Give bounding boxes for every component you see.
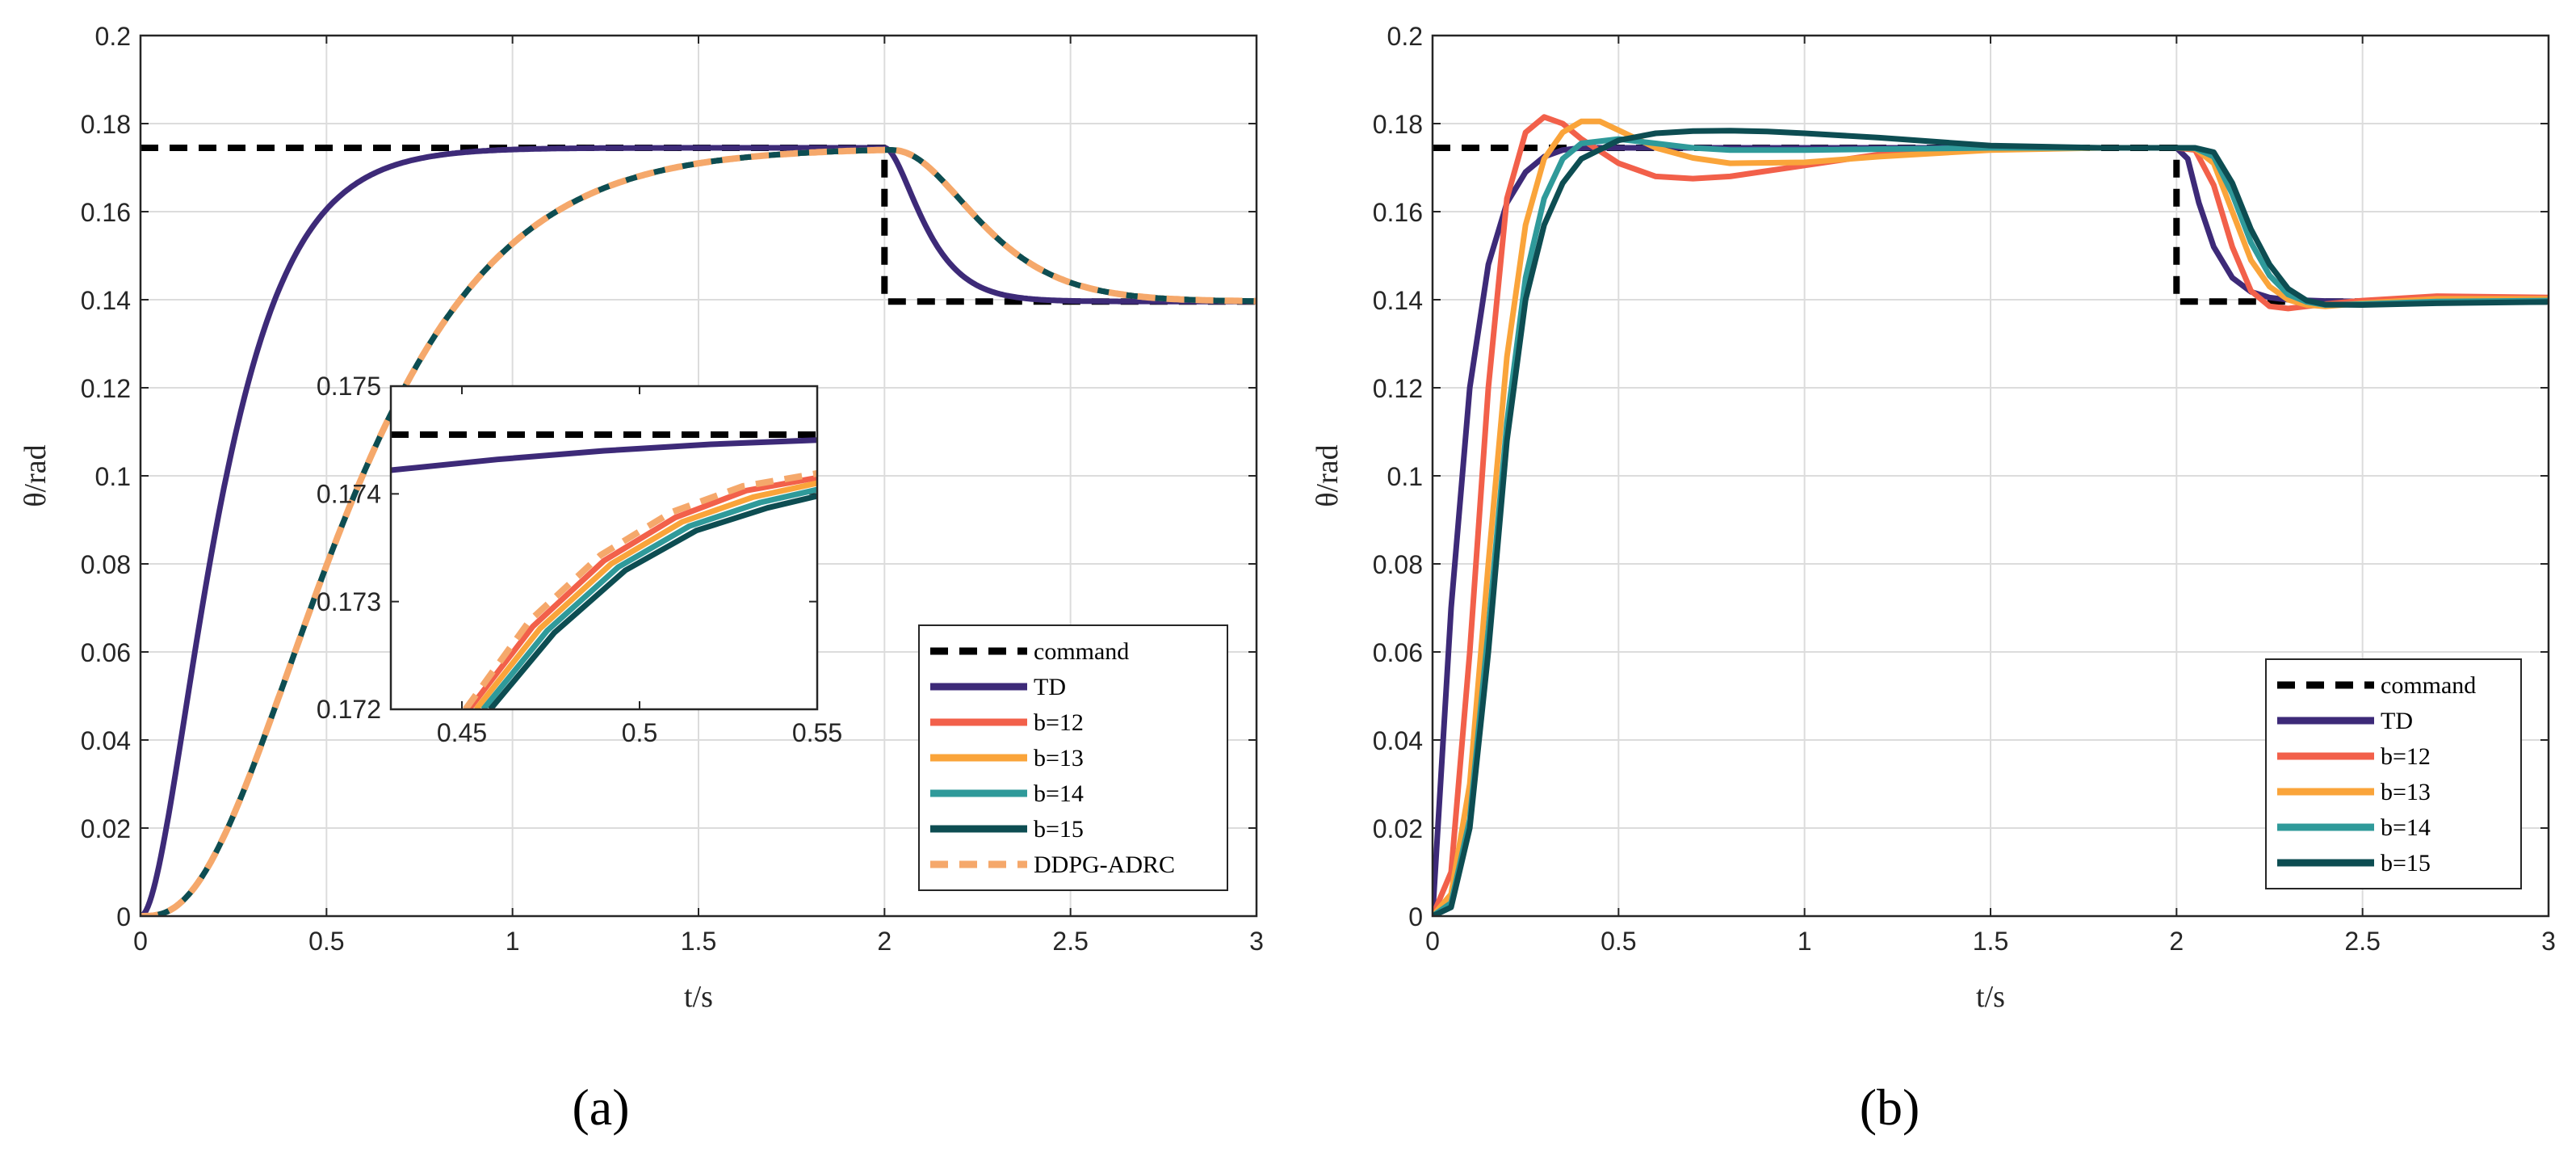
- a-series-td: [141, 145, 1257, 916]
- a-inset-series-td: [391, 437, 817, 473]
- b-x-tick-label: 0.5: [1601, 927, 1636, 956]
- a-legend-label-b-15: b=15: [1034, 816, 1084, 843]
- a-y-tick-label: 0.06: [81, 638, 131, 667]
- b-x-tick-label: 1: [1798, 927, 1812, 956]
- a-y-axis-label: θ/rad: [19, 444, 52, 507]
- a-legend-label-ddpg-adrc: DDPG-ADRC: [1034, 851, 1175, 878]
- a-inset-x-tick-label: 0.55: [792, 718, 842, 747]
- b-y-tick-label: 0.12: [1373, 374, 1423, 403]
- b-x-tick-label: 2.5: [2344, 927, 2380, 956]
- b-x-tick-label: 0: [1425, 927, 1440, 956]
- b-series-group: [1433, 114, 2549, 916]
- panel-label-a: (a): [572, 1078, 629, 1136]
- panel-label-b: (b): [1860, 1078, 1920, 1136]
- a-x-tick-label: 0: [133, 927, 148, 956]
- b-y-axis-label: θ/rad: [1311, 444, 1345, 507]
- a-inset-plot-area: [391, 386, 817, 709]
- b-y-tick-label: 0.16: [1373, 198, 1423, 227]
- a-y-tick-label: 0.08: [81, 550, 131, 579]
- b-y-tick-label: 0.02: [1373, 814, 1423, 843]
- a-inset-series-b-12: [467, 474, 817, 709]
- a-x-tick-label: 3: [1249, 927, 1264, 956]
- a-legend-label-b-14: b=14: [1034, 780, 1084, 807]
- a-x-tick-label: 1: [506, 927, 520, 956]
- a-x-tick-label: 1.5: [681, 927, 716, 956]
- b-y-tick-label: 0.18: [1373, 110, 1423, 139]
- b-series-b-15: [1433, 128, 2549, 916]
- a-inset-series-b-13: [473, 480, 817, 709]
- b-legend-label-b-15: b=15: [2381, 850, 2431, 877]
- a-y-tick-label: 0.16: [81, 198, 131, 227]
- a-x-tick-label: 2: [877, 927, 892, 956]
- a-legend-label-command: command: [1034, 638, 1129, 665]
- a-inset-y-tick-label: 0.175: [317, 372, 381, 401]
- a-y-tick-label: 0.04: [81, 726, 131, 755]
- b-legend-label-b-13: b=13: [2381, 779, 2431, 805]
- b-y-tick-label: 0.04: [1373, 726, 1423, 755]
- b-legend-box: [2265, 658, 2522, 889]
- a-legend-label-b-12: b=12: [1034, 709, 1084, 736]
- b-y-tick-label: 0.2: [1387, 22, 1423, 51]
- a-x-tick-label: 2.5: [1052, 927, 1088, 956]
- b-x-axis-label: t/s: [1976, 980, 2005, 1014]
- b-y-tick-label: 0.14: [1373, 286, 1423, 315]
- a-inset-series-b-14: [480, 486, 817, 709]
- a-x-axis-label: t/s: [684, 980, 713, 1014]
- a-legend-label-td: TD: [1034, 674, 1066, 700]
- a-x-tick-label: 0.5: [308, 927, 344, 956]
- a-inset-y-tick-label: 0.174: [317, 480, 381, 509]
- b-y-tick-label: 0.08: [1373, 550, 1423, 579]
- a-inset-x-tick-label: 0.5: [622, 718, 657, 747]
- a-inset-y-tick-label: 0.172: [317, 695, 381, 724]
- a-y-tick-label: 0.12: [81, 374, 131, 403]
- b-x-tick-label: 1.5: [1973, 927, 2008, 956]
- b-x-tick-label: 3: [2541, 927, 2556, 956]
- a-series-group: [141, 145, 1257, 916]
- a-inset-series-ddpg-adrc: [463, 470, 817, 709]
- a-legend-label-b-13: b=13: [1034, 745, 1084, 772]
- b-y-tick-label: 0.06: [1373, 638, 1423, 667]
- chart-a: 0 0.5 1 1.5 2 2.5 3 0 0.02 0.04 0.06 0.08 0.1 0.12 0.1…: [19, 22, 1264, 1014]
- b-series-b-13: [1433, 118, 2549, 916]
- a-y-tick-label: 0.2: [95, 22, 131, 51]
- a-y-tick-label: 0.18: [81, 110, 131, 139]
- b-legend-label-td: TD: [2381, 708, 2413, 734]
- a-inset-frame: [389, 385, 819, 711]
- b-legend-label-command: command: [2381, 672, 2476, 699]
- b-legend-label-b-14: b=14: [2381, 814, 2431, 841]
- a-y-tick-label: 0.02: [81, 814, 131, 843]
- a-y-tick-label: 0.14: [81, 286, 131, 315]
- b-axes-frame: [1431, 34, 2550, 918]
- b-x-tick-label: 2: [2169, 927, 2184, 956]
- a-inset-series-group: [391, 431, 817, 709]
- b-y-tick-label: 0.1: [1387, 462, 1423, 491]
- a-y-tick-label: 0: [116, 902, 131, 931]
- b-legend-label-b-12: b=12: [2381, 743, 2431, 770]
- b-y-tick-label: 0: [1408, 902, 1423, 931]
- a-inset-x-tick-label: 0.45: [437, 718, 487, 747]
- a-axes-frame: [139, 34, 1258, 918]
- a-inset-y-tick-label: 0.173: [317, 587, 381, 616]
- a-y-tick-label: 0.1: [95, 462, 131, 491]
- chart-b: 0 0.5 1 1.5 2 2.5 3 0 0.02 0.04 0.06 0.08 0.1 0.12 0.1…: [1311, 22, 2556, 1014]
- a-inset-series-b-15: [488, 493, 817, 709]
- a-series-ddpg-adrc: [141, 146, 1257, 916]
